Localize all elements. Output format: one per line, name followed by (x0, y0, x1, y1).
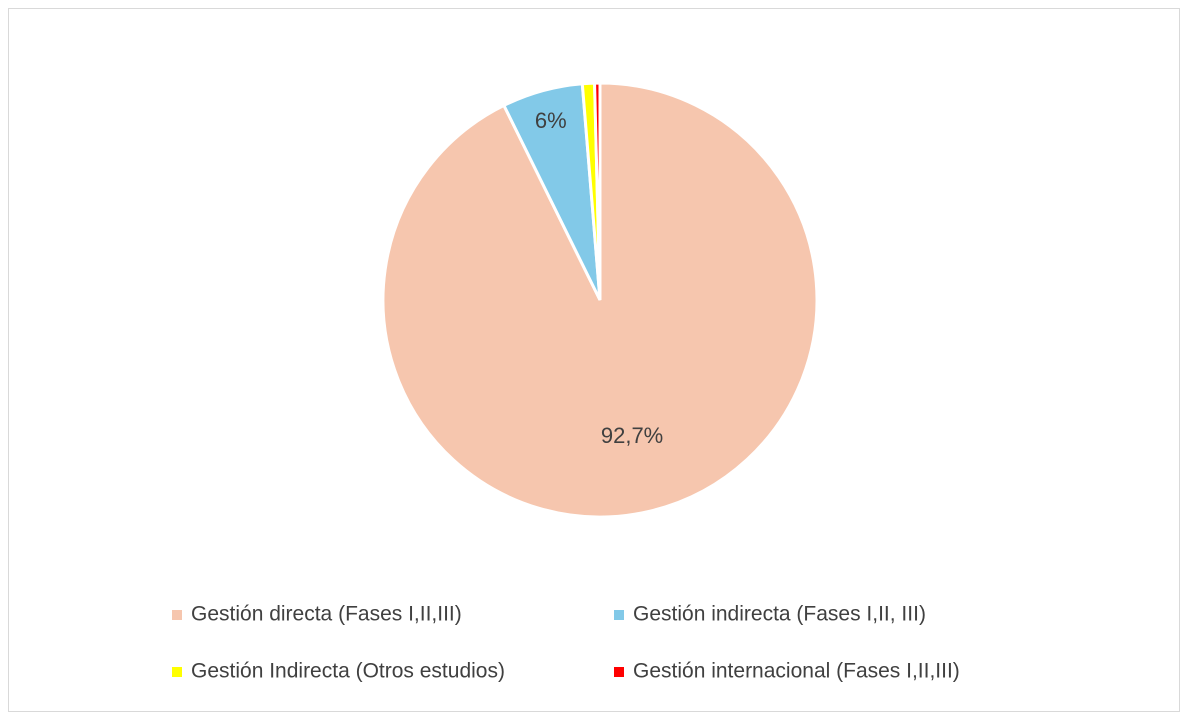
data-label: 6% (535, 108, 567, 133)
legend-swatch (614, 610, 624, 620)
legend-swatch (172, 610, 182, 620)
data-label: 92,7% (601, 423, 663, 448)
legend-swatch (172, 667, 182, 677)
legend-label: Gestión indirecta (Fases I,II, III) (633, 603, 926, 626)
pie-slice (593, 81, 602, 301)
legend-label: Gestión Indirecta (Otros estudios) (191, 660, 505, 683)
chart-border (8, 8, 1180, 712)
legend-swatch (614, 667, 624, 677)
legend-label: Gestión internacional (Fases I,II,III) (633, 660, 960, 683)
legend-label: Gestión directa (Fases I,II,III) (191, 603, 462, 626)
